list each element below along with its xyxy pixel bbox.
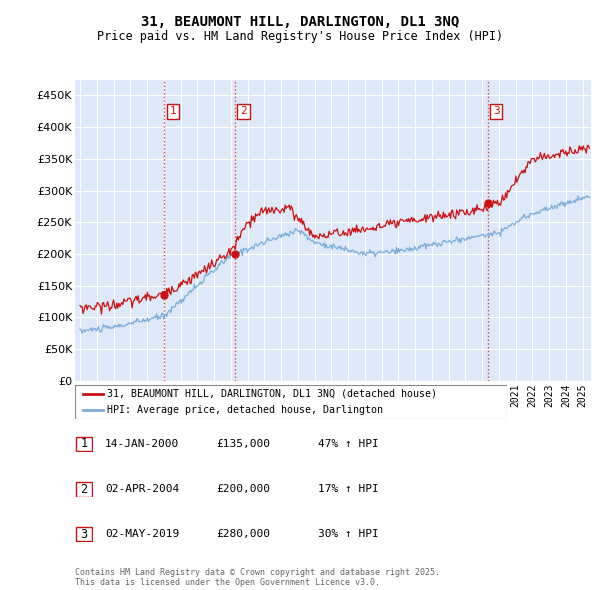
Text: 31, BEAUMONT HILL, DARLINGTON, DL1 3NQ (detached house): 31, BEAUMONT HILL, DARLINGTON, DL1 3NQ (… — [107, 389, 437, 399]
Text: 17% ↑ HPI: 17% ↑ HPI — [318, 484, 379, 494]
Text: Contains HM Land Registry data © Crown copyright and database right 2025.
This d: Contains HM Land Registry data © Crown c… — [75, 568, 440, 587]
Text: 31, BEAUMONT HILL, DARLINGTON, DL1 3NQ: 31, BEAUMONT HILL, DARLINGTON, DL1 3NQ — [141, 15, 459, 30]
Text: 1: 1 — [80, 437, 88, 451]
Text: Price paid vs. HM Land Registry's House Price Index (HPI): Price paid vs. HM Land Registry's House … — [97, 30, 503, 43]
FancyBboxPatch shape — [76, 482, 92, 497]
Text: 3: 3 — [493, 106, 500, 116]
Text: 2: 2 — [240, 106, 247, 116]
Text: £135,000: £135,000 — [216, 439, 270, 448]
Text: £200,000: £200,000 — [216, 484, 270, 494]
Text: 3: 3 — [80, 527, 88, 541]
FancyBboxPatch shape — [75, 385, 507, 419]
Text: 14-JAN-2000: 14-JAN-2000 — [105, 439, 179, 448]
Text: £280,000: £280,000 — [216, 529, 270, 539]
FancyBboxPatch shape — [76, 437, 92, 451]
Text: 47% ↑ HPI: 47% ↑ HPI — [318, 439, 379, 448]
FancyBboxPatch shape — [76, 527, 92, 542]
Text: 30% ↑ HPI: 30% ↑ HPI — [318, 529, 379, 539]
Text: 02-MAY-2019: 02-MAY-2019 — [105, 529, 179, 539]
Text: HPI: Average price, detached house, Darlington: HPI: Average price, detached house, Darl… — [107, 405, 383, 415]
Text: 1: 1 — [169, 106, 176, 116]
Text: 2: 2 — [80, 483, 88, 496]
Text: 02-APR-2004: 02-APR-2004 — [105, 484, 179, 494]
